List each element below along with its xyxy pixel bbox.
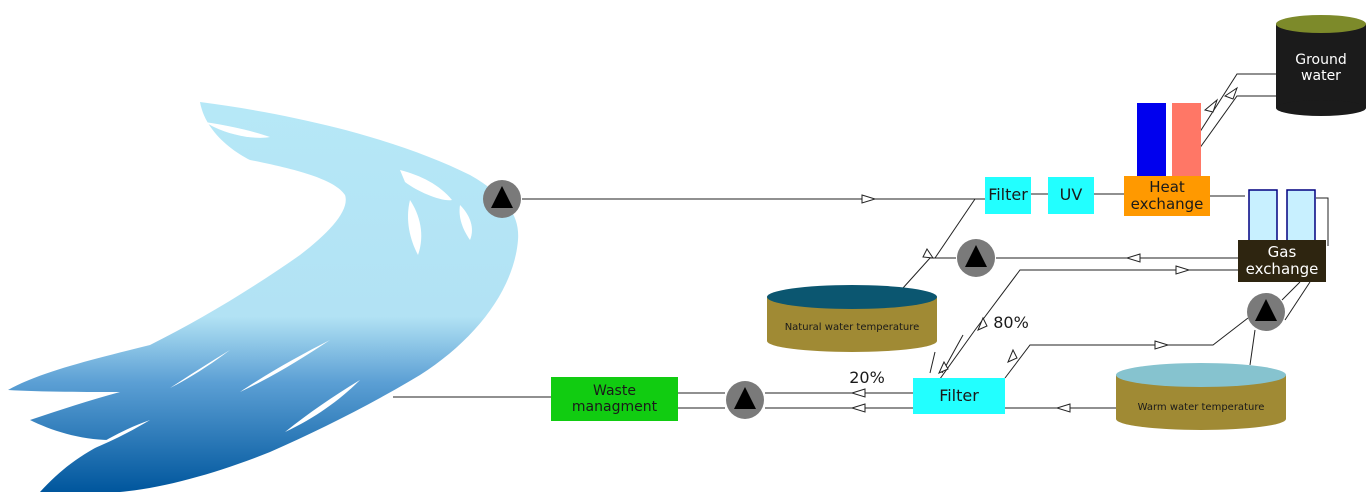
gas-column-left [1248, 189, 1278, 243]
warm-water-tank-label: Warm water temperature [1137, 402, 1265, 414]
gas-column-right [1286, 189, 1316, 243]
flow-arrow [1007, 348, 1018, 363]
pump-icon [726, 381, 764, 419]
waste-management-box: Waste managment [551, 377, 678, 421]
flow-arrow [1203, 98, 1219, 113]
natural-water-tank [767, 285, 937, 352]
warm-water-tank [1116, 363, 1286, 430]
flow-arrows [850, 86, 1238, 413]
filter-top-box: Filter [985, 177, 1031, 214]
cold-column [1137, 103, 1166, 177]
pump-icon [957, 239, 995, 277]
heat-exchange-box: Heat exchange [1124, 176, 1210, 216]
filter-bottom-box: Filter [913, 378, 1005, 414]
ground-water-label: Ground water [1295, 51, 1347, 84]
flow-arrow [1154, 340, 1170, 350]
flow-arrow [1223, 86, 1238, 100]
ground-water-tank [1276, 15, 1366, 116]
flow-arrow [1055, 403, 1071, 413]
uv-box: UV [1048, 177, 1094, 214]
flow-label-20: 20% [849, 367, 885, 387]
gas-exchange-box: Gas exchange [1238, 240, 1326, 282]
flow-arrow [922, 248, 935, 259]
flow-arrow [850, 388, 866, 398]
flow-arrow [1175, 265, 1191, 275]
flow-arrow [861, 194, 877, 204]
flow-arrow [977, 316, 988, 331]
river-illustration [8, 102, 519, 492]
hot-column [1172, 103, 1201, 177]
flow-arrow [850, 403, 866, 413]
natural-water-tank-label: Natural water temperature [784, 322, 920, 334]
flow-arrow [938, 360, 949, 374]
flow-arrow [1125, 253, 1141, 263]
flow-label-80: 80% [993, 312, 1029, 332]
pump-icon [483, 180, 521, 218]
pump-icon [1247, 293, 1285, 331]
